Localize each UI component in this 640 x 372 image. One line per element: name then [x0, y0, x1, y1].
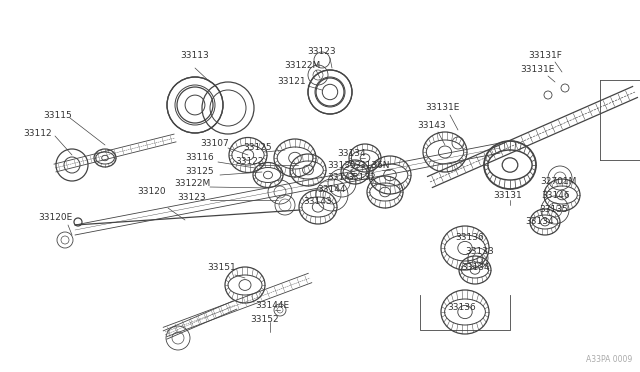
Text: 33131: 33131 [493, 192, 522, 201]
Text: 33107: 33107 [200, 138, 229, 148]
Text: 33116: 33116 [186, 154, 214, 163]
Text: 33120: 33120 [138, 187, 166, 196]
Text: 33143: 33143 [304, 198, 332, 206]
Text: 33134: 33134 [525, 218, 554, 227]
Text: 33151: 33151 [207, 263, 236, 273]
Text: 33134: 33134 [338, 148, 366, 157]
Text: 33131E: 33131E [425, 103, 459, 112]
Text: A33PA 0009: A33PA 0009 [586, 356, 632, 365]
Text: 33113: 33113 [180, 51, 209, 60]
Text: 33125: 33125 [186, 167, 214, 176]
Text: 33112: 33112 [24, 128, 52, 138]
Text: 33143: 33143 [418, 121, 446, 129]
Text: 33144E: 33144E [255, 301, 289, 310]
Text: 33152: 33152 [251, 315, 279, 324]
Text: 33131E: 33131E [520, 65, 554, 74]
Text: 33135: 33135 [540, 205, 568, 215]
Text: 33136: 33136 [456, 234, 484, 243]
Text: 33147: 33147 [328, 173, 356, 183]
Text: 33120E: 33120E [38, 214, 72, 222]
Text: 33136: 33136 [447, 304, 476, 312]
Text: 33136N: 33136N [355, 160, 390, 170]
Text: 33135: 33135 [328, 161, 356, 170]
Text: 33122M: 33122M [174, 180, 210, 189]
Text: 33115: 33115 [44, 110, 72, 119]
Text: 33144: 33144 [317, 186, 346, 195]
Text: 33131F: 33131F [528, 51, 562, 60]
Text: 33123: 33123 [178, 192, 206, 202]
Text: 33121: 33121 [278, 77, 307, 87]
Text: 33133: 33133 [466, 247, 494, 257]
Text: 33134: 33134 [461, 263, 490, 273]
Text: 33123: 33123 [308, 48, 336, 57]
Text: 33122M: 33122M [284, 61, 320, 70]
Text: 33132: 33132 [348, 173, 376, 183]
Text: 32701M: 32701M [540, 177, 576, 186]
Text: 33146: 33146 [541, 190, 570, 199]
Text: 33125: 33125 [244, 144, 272, 153]
Text: 33122: 33122 [236, 157, 264, 167]
